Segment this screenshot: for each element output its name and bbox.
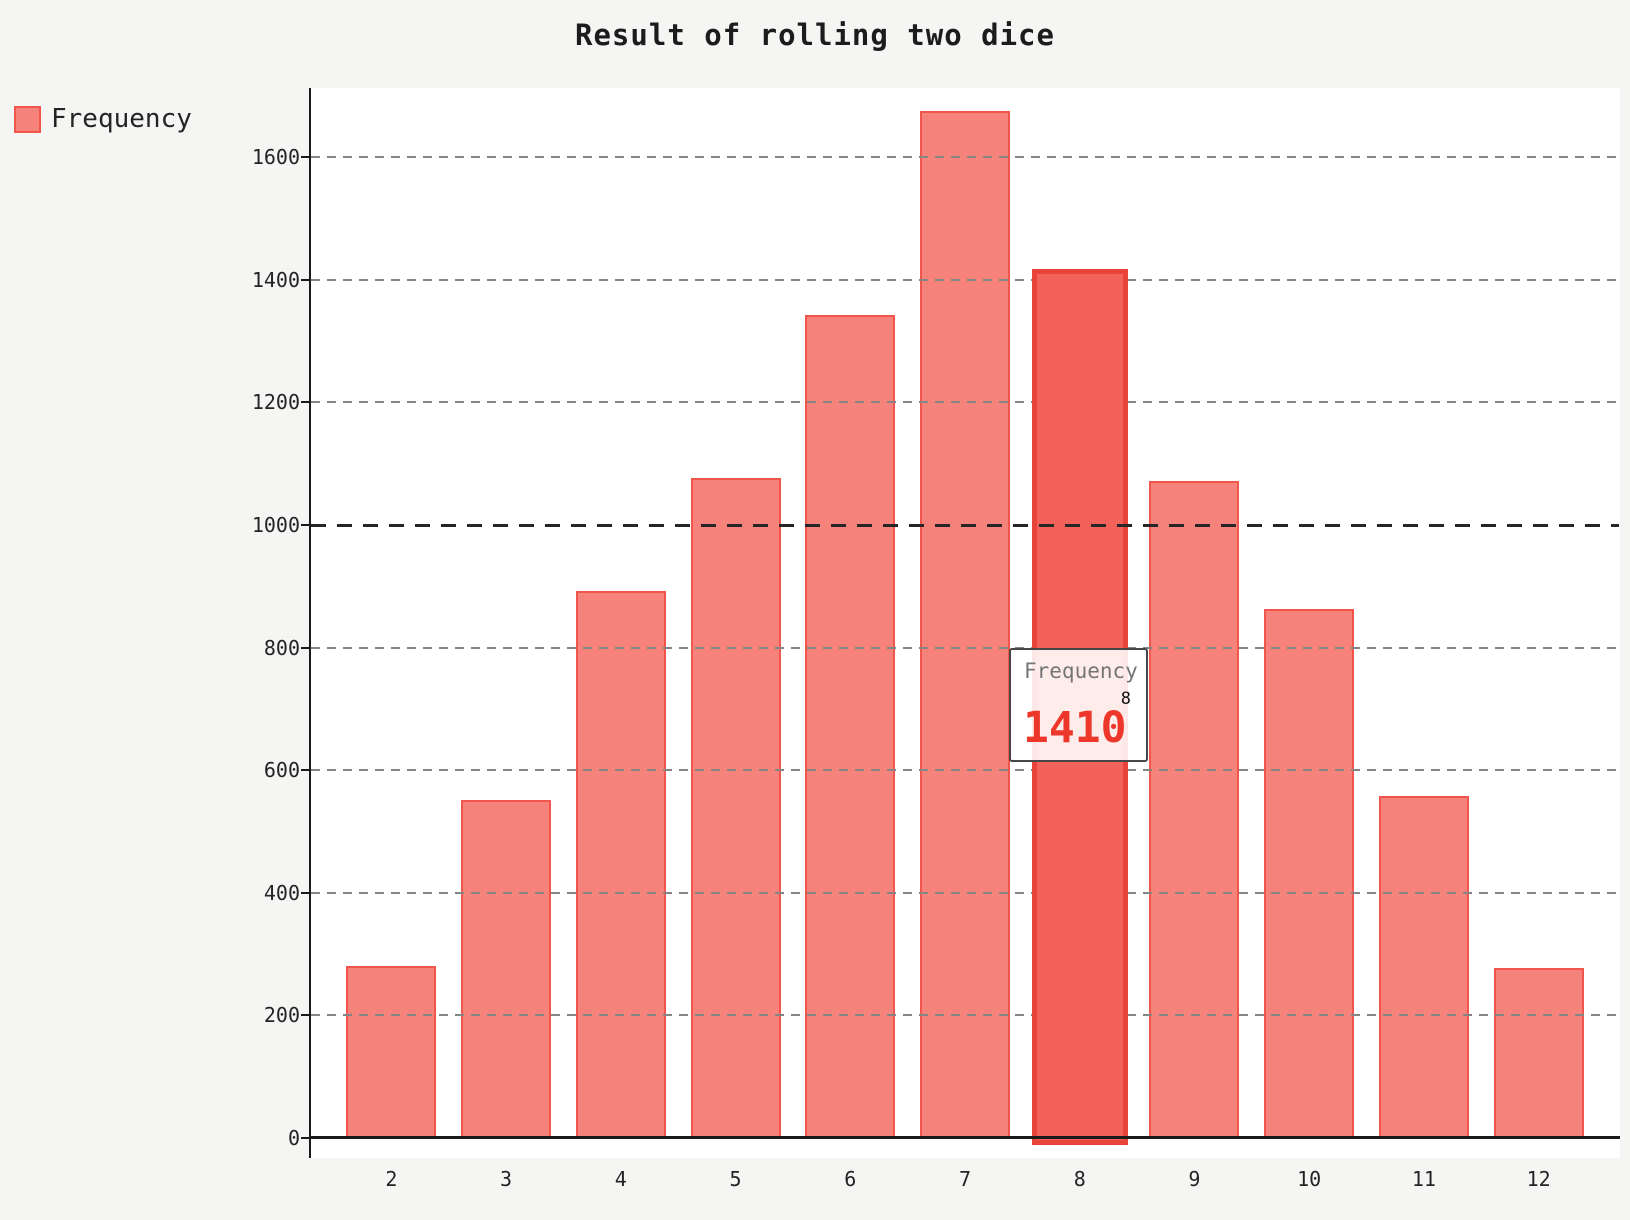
y-axis-tick-800 bbox=[301, 646, 311, 649]
x-axis-label-6: 6 bbox=[844, 1167, 857, 1191]
y-axis-tick-1200 bbox=[301, 401, 311, 404]
gridline-1400 bbox=[311, 278, 1619, 281]
y-axis-tick-200 bbox=[301, 1014, 311, 1017]
y-axis-label-800: 800 bbox=[263, 635, 300, 660]
y-axis-tick-1000 bbox=[301, 524, 311, 526]
x-axis-label-12: 12 bbox=[1526, 1167, 1551, 1191]
tooltip-category: 8 bbox=[1120, 689, 1131, 709]
x-axis-label-8: 8 bbox=[1073, 1167, 1086, 1191]
y-axis-label-1400: 1400 bbox=[251, 267, 300, 292]
y-axis-tick-600 bbox=[301, 769, 311, 772]
y-axis-label-1000: 1000 bbox=[251, 513, 300, 537]
tooltip-series-label: Frequency bbox=[1024, 659, 1138, 683]
bar-4[interactable] bbox=[575, 591, 666, 1138]
y-axis-label-400: 400 bbox=[263, 880, 300, 905]
gridline-1600 bbox=[311, 156, 1619, 159]
legend-swatch-icon bbox=[14, 105, 41, 133]
gridline-400 bbox=[311, 891, 1619, 894]
bar-3[interactable] bbox=[461, 799, 552, 1138]
y-axis-tick-0 bbox=[301, 1137, 311, 1139]
x-axis-label-11: 11 bbox=[1411, 1167, 1436, 1191]
y-axis-label-1200: 1200 bbox=[251, 390, 300, 415]
y-axis-tick-400 bbox=[301, 891, 311, 894]
bar-2[interactable] bbox=[346, 966, 437, 1138]
y-axis-line bbox=[309, 88, 311, 1158]
x-axis-label-2: 2 bbox=[385, 1167, 398, 1191]
y-axis-label-0: 0 bbox=[287, 1126, 300, 1150]
x-axis-label-9: 9 bbox=[1188, 1167, 1201, 1191]
gridline-600 bbox=[311, 769, 1619, 772]
y-axis-label-600: 600 bbox=[263, 758, 300, 783]
chart-title: Result of rolling two dice bbox=[575, 18, 1055, 52]
tooltip-value: 1410 bbox=[1023, 703, 1127, 753]
gridline-800 bbox=[311, 646, 1619, 649]
x-axis-label-7: 7 bbox=[958, 1167, 971, 1191]
bar-12[interactable] bbox=[1493, 968, 1584, 1138]
bar-6[interactable] bbox=[805, 314, 896, 1138]
bar-11[interactable] bbox=[1378, 795, 1469, 1138]
y-axis-label-200: 200 bbox=[263, 1003, 300, 1028]
legend-item-frequency[interactable]: Frequency bbox=[14, 104, 192, 134]
bar-5[interactable] bbox=[690, 477, 781, 1138]
x-axis-line bbox=[309, 1136, 1620, 1139]
y-axis-label-1600: 1600 bbox=[251, 145, 300, 170]
gridline-1200 bbox=[311, 401, 1619, 404]
tooltip: Frequency 8 1410 bbox=[1009, 648, 1148, 762]
bar-10[interactable] bbox=[1264, 608, 1355, 1138]
gridline-200 bbox=[311, 1014, 1619, 1017]
bar-9[interactable] bbox=[1149, 480, 1240, 1138]
y-axis-tick-1600 bbox=[301, 156, 311, 159]
gridline-1000 bbox=[311, 523, 1619, 527]
x-axis-label-3: 3 bbox=[500, 1167, 513, 1191]
x-axis-label-5: 5 bbox=[729, 1167, 742, 1191]
x-axis-label-10: 10 bbox=[1297, 1167, 1322, 1191]
bar-7[interactable] bbox=[920, 110, 1010, 1138]
legend-label: Frequency bbox=[51, 104, 192, 134]
y-axis-tick-1400 bbox=[301, 278, 311, 281]
x-axis-label-4: 4 bbox=[614, 1167, 627, 1191]
